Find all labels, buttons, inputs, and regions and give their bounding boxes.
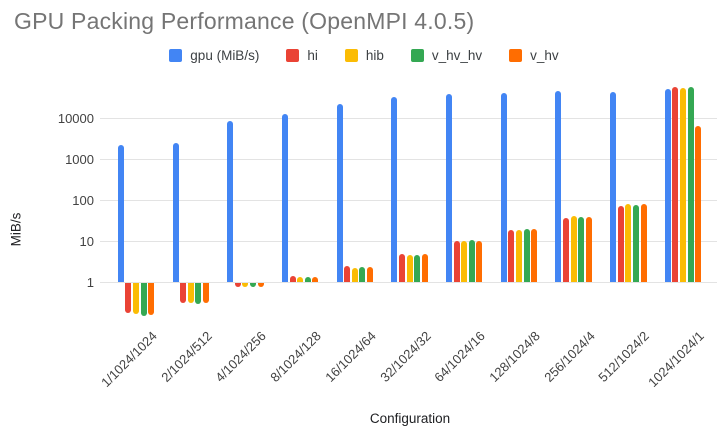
- bar-gpu-MiB-s-4-1024-256[interactable]: [227, 121, 234, 282]
- bar-hi-32-1024-32[interactable]: [398, 253, 405, 282]
- bar-hi-1024-1024-1[interactable]: [672, 87, 679, 282]
- bar-v-hv-hv-2-1024-512[interactable]: [195, 283, 202, 304]
- bar-v-hv-hv-512-1024-2[interactable]: [632, 205, 639, 282]
- legend-label: hib: [365, 47, 384, 63]
- bar-v-hv-hv-128-1024-8[interactable]: [523, 228, 530, 282]
- y-axis-title: MiB/s: [8, 212, 24, 247]
- bar-v-hv-128-1024-8[interactable]: [531, 229, 538, 282]
- bar-hi-4-1024-256[interactable]: [234, 283, 241, 287]
- bar-v-hv-hv-8-1024-128[interactable]: [304, 277, 311, 282]
- legend-marker-icon: [169, 48, 183, 62]
- bar-v-hv-hv-1-1024-1024[interactable]: [140, 283, 147, 316]
- chart-title: GPU Packing Performance (OpenMPI 4.0.5): [14, 8, 475, 34]
- bar-hi-64-1024-16[interactable]: [453, 241, 460, 282]
- bar-v-hv-512-1024-2[interactable]: [640, 204, 647, 282]
- legend-item-v-hv-hv[interactable]: v_hv_hv: [410, 47, 483, 63]
- bar-v-hv-1024-1024-1[interactable]: [695, 126, 702, 282]
- legend-label: gpu (MiB/s): [190, 47, 260, 63]
- bar-hib-4-1024-256[interactable]: [242, 283, 249, 287]
- bar-hib-2-1024-512[interactable]: [187, 283, 194, 303]
- legend-marker-icon: [344, 48, 358, 62]
- bar-v-hv-1-1024-1024[interactable]: [148, 283, 155, 315]
- y-tick-label: 1: [86, 274, 94, 290]
- bar-hi-256-1024-4[interactable]: [563, 218, 569, 282]
- bar-hib-512-1024-2[interactable]: [625, 203, 632, 282]
- bar-v-hv-8-1024-128[interactable]: [312, 276, 319, 282]
- chart-legend: gpu (MiB/s) hi hib v_hv_hv v_hv: [0, 46, 728, 64]
- bar-v-hv-hv-16-1024-64[interactable]: [359, 267, 366, 282]
- legend-marker-icon: [509, 48, 523, 62]
- bar-hib-16-1024-64[interactable]: [351, 267, 358, 282]
- bar-v-hv-hv-32-1024-32[interactable]: [414, 254, 421, 282]
- y-tick-label: 100: [72, 192, 94, 208]
- gridline-10000: [100, 117, 717, 119]
- legend-marker-icon: [410, 48, 424, 62]
- bar-v-hv-256-1024-4[interactable]: [585, 217, 592, 282]
- bar-hi-512-1024-2[interactable]: [617, 206, 624, 282]
- bar-hi-2-1024-512[interactable]: [180, 283, 187, 303]
- bar-v-hv-hv-1024-1024-1[interactable]: [687, 86, 694, 282]
- gridline-100: [100, 199, 717, 201]
- x-axis-title: Configuration: [369, 411, 451, 426]
- bar-gpu-MiB-s-2-1024-512[interactable]: [172, 142, 179, 282]
- bar-gpu-MiB-s-32-1024-32[interactable]: [391, 97, 398, 282]
- y-tick-label: 10: [79, 233, 94, 249]
- legend-marker-icon: [286, 48, 300, 62]
- bar-hib-8-1024-128[interactable]: [297, 276, 304, 282]
- gridline-10: [100, 240, 717, 242]
- legend-label: v_hv_hv: [431, 47, 483, 63]
- gridline-1000: [100, 158, 717, 160]
- bar-hib-1-1024-1024[interactable]: [133, 283, 139, 314]
- bar-v-hv-hv-4-1024-256[interactable]: [250, 283, 256, 287]
- bar-v-hv-hv-64-1024-16[interactable]: [468, 240, 475, 282]
- bar-v-hv-16-1024-64[interactable]: [367, 267, 373, 282]
- legend-item-gpu-MiB-s[interactable]: gpu (MiB/s): [169, 48, 259, 63]
- legend-item-v-hv[interactable]: v_hv: [509, 48, 559, 63]
- bar-hib-1024-1024-1[interactable]: [680, 88, 686, 282]
- bar-hib-32-1024-32[interactable]: [406, 255, 413, 282]
- bar-v-hv-32-1024-32[interactable]: [421, 254, 428, 282]
- bar-v-hv-64-1024-16[interactable]: [476, 241, 483, 282]
- bar-gpu-MiB-s-1-1024-1024[interactable]: [117, 144, 124, 282]
- bar-gpu-MiB-s-128-1024-8[interactable]: [500, 92, 507, 282]
- gridline-1: [100, 281, 717, 283]
- bar-gpu-MiB-s-64-1024-16[interactable]: [446, 93, 452, 282]
- bar-v-hv-2-1024-512[interactable]: [202, 283, 209, 304]
- bar-hib-64-1024-16[interactable]: [461, 241, 468, 282]
- bar-hib-128-1024-8[interactable]: [515, 230, 522, 282]
- legend-item-hib[interactable]: hib: [344, 47, 384, 63]
- bar-hi-8-1024-128[interactable]: [289, 276, 296, 282]
- bar-hi-16-1024-64[interactable]: [344, 266, 351, 282]
- bar-hib-256-1024-4[interactable]: [570, 215, 577, 282]
- bar-gpu-MiB-s-16-1024-64[interactable]: [336, 103, 343, 282]
- bar-gpu-MiB-s-8-1024-128[interactable]: [281, 114, 288, 282]
- bar-gpu-MiB-s-512-1024-2[interactable]: [610, 91, 617, 282]
- y-tick-label: 1000: [65, 151, 94, 167]
- bar-gpu-MiB-s-256-1024-4[interactable]: [555, 90, 562, 282]
- bar-hi-128-1024-8[interactable]: [508, 229, 515, 282]
- bar-v-hv-4-1024-256[interactable]: [257, 283, 264, 287]
- legend-label: v_hv: [530, 47, 559, 63]
- y-tick-label: 10000: [57, 110, 94, 126]
- legend-label: hi: [307, 47, 318, 63]
- bar-hi-1-1024-1024[interactable]: [125, 283, 132, 313]
- bar-gpu-MiB-s-1024-1024-1[interactable]: [664, 88, 671, 282]
- legend-item-hi[interactable]: hi: [286, 48, 318, 63]
- bar-v-hv-hv-256-1024-4[interactable]: [578, 216, 585, 282]
